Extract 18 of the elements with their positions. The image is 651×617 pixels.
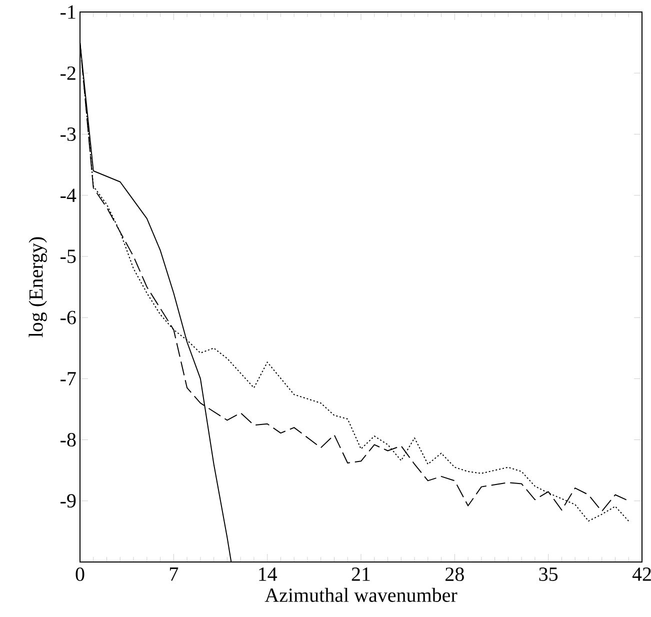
- x-tick-label: 35: [539, 568, 558, 581]
- x-tick-label: 7: [170, 568, 178, 581]
- y-tick-label: -5: [60, 250, 76, 264]
- y-tick-label: -4: [60, 188, 76, 202]
- y-tick-label: -1: [60, 5, 76, 19]
- y-tick-label: -8: [60, 433, 76, 447]
- x-tick-label: 14: [259, 568, 278, 581]
- y-tick-label: -7: [60, 372, 76, 386]
- y-tick-label: -3: [60, 128, 76, 141]
- x-tick-label: 28: [446, 568, 464, 582]
- x-tick-label: 21: [352, 568, 370, 581]
- x-axis-title: Azimuthal wavenumber: [264, 588, 458, 602]
- y-tick-label: -2: [60, 66, 76, 80]
- y-tick-label: -6: [60, 310, 76, 324]
- x-tick-label: 0: [76, 568, 84, 582]
- y-tick-label: -9: [60, 494, 76, 508]
- x-tick-label: 42: [632, 568, 651, 581]
- y-axis-title: log (Energy): [28, 237, 47, 338]
